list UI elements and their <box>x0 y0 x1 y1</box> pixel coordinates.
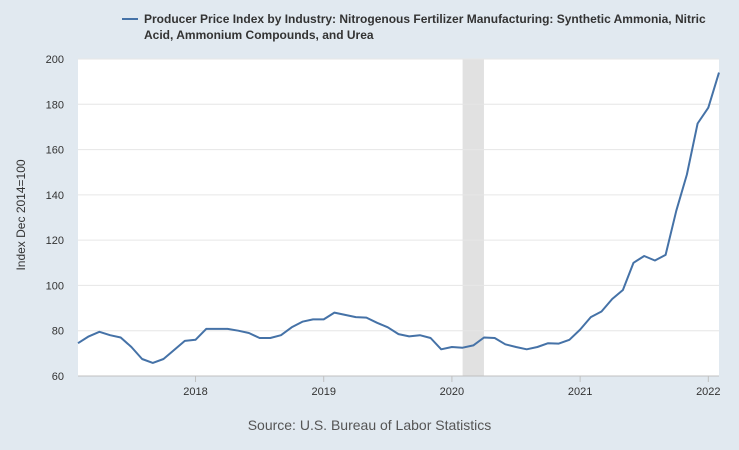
y-tick-label: 100 <box>46 280 64 292</box>
legend-swatch <box>122 18 138 20</box>
x-tick-label: 2020 <box>440 386 464 398</box>
y-tick-label: 200 <box>46 54 64 66</box>
x-tick-label: 2021 <box>568 386 592 398</box>
y-tick-label: 120 <box>46 235 64 247</box>
y-tick-label: 180 <box>46 99 64 111</box>
legend-label: Producer Price Index by Industry: Nitrog… <box>144 12 706 42</box>
recession-band <box>462 59 484 376</box>
y-tick-label: 160 <box>46 145 64 157</box>
x-tick-label: 2019 <box>311 386 335 398</box>
x-tick-label: 2018 <box>183 386 207 398</box>
y-tick-label: 140 <box>46 190 64 202</box>
y-tick-label: 60 <box>52 371 64 383</box>
legend[interactable]: Producer Price Index by Industry: Nitrog… <box>122 11 722 43</box>
x-tick-label: 2022 <box>696 386 720 398</box>
source-note: Source: U.S. Bureau of Labor Statistics <box>247 417 492 433</box>
series-line[interactable] <box>77 72 720 364</box>
plot-area <box>78 59 719 376</box>
y-tick-label: 80 <box>52 326 64 338</box>
